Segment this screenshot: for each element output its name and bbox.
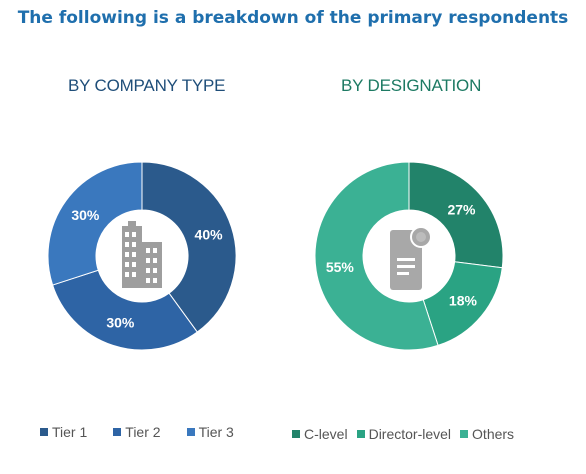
legend-label: C-level [304,426,348,442]
legend-swatch [186,428,195,436]
legend-item-tier-3: Tier 3 [186,424,234,440]
legend-item-c-level: C-level [292,426,348,442]
legend-swatch [113,428,122,436]
data-label-c-level: 27% [447,202,476,218]
company-type-legend: Tier 1 Tier 2 Tier 3 [40,424,260,440]
page-title: The following is a breakdown of the prim… [17,8,569,28]
legend-label: Others [472,426,515,442]
legend-item-director-level: Director-level [356,426,452,442]
legend-label: Tier 2 [125,424,161,440]
data-label-others: 55% [326,259,355,275]
legend-swatch [292,430,300,438]
legend-swatch [356,430,365,438]
data-label-tier-1: 40% [195,226,224,242]
legend-label: Tier 1 [52,424,88,440]
data-label-tier-2: 30% [106,315,135,331]
legend-label: Director-level [368,426,452,442]
company-type-chart-title: BY COMPANY TYPE [68,76,226,95]
legend-swatch [460,430,469,438]
legend-label: Tier 3 [198,424,234,440]
designation-legend: C-level Director-level Others [292,426,523,442]
legend-swatch [40,428,48,436]
office-building-icon [122,221,162,288]
data-label-tier-3: 30% [71,207,100,223]
designation-donut: 27% 18% 55% [314,161,504,351]
data-label-director-level: 18% [449,293,478,309]
legend-item-tier-1: Tier 1 [40,424,87,440]
designation-chart-title: BY DESIGNATION [341,76,482,95]
company-type-donut: 40% 30% 30% [47,161,237,351]
legend-item-others: Others [460,426,514,442]
certificate-document-icon [390,226,432,290]
legend-item-tier-2: Tier 2 [113,424,161,440]
